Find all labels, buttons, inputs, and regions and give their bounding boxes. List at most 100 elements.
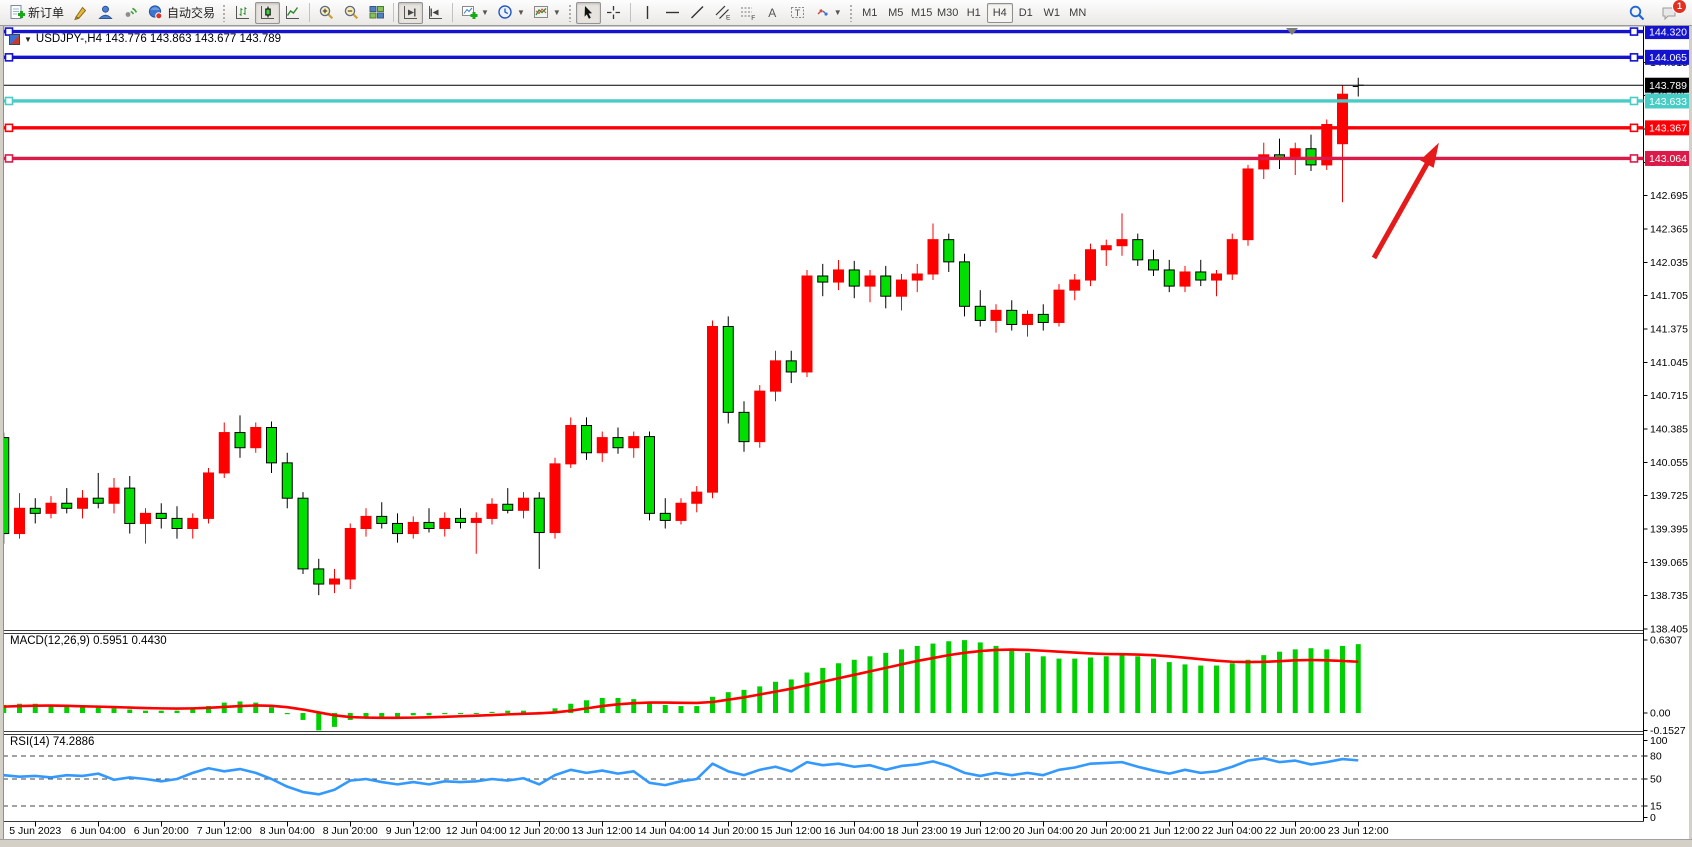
periods-dropdown-caret[interactable]: ▼	[516, 7, 525, 17]
chart-menu-icon[interactable]: ▼	[24, 34, 32, 44]
line-handle[interactable]	[4, 123, 14, 133]
toolbar-grip[interactable]	[848, 3, 854, 22]
candlestick-button[interactable]	[255, 1, 281, 24]
timeframe-button-m30[interactable]: M30	[937, 6, 959, 19]
svg-text:0.6307: 0.6307	[1650, 635, 1682, 647]
line-handle[interactable]	[4, 53, 14, 62]
svg-text:14 Jun 04:00: 14 Jun 04:00	[635, 825, 696, 837]
indicators-dropdown-caret[interactable]: ▼	[481, 7, 489, 17]
line-handle[interactable]	[1629, 27, 1639, 36]
chart-canvas[interactable]: 138.405 138.735 139.065 139.395 139.725 140.0…	[0, 26, 1692, 847]
new-order-icon	[10, 5, 25, 19]
timeframe-button-d1[interactable]: D1	[1018, 6, 1033, 19]
price-axis-label: 143.633	[1645, 93, 1692, 109]
chart-title: USDJPY-,H4 143.776 143.863 143.677 143.7…	[35, 33, 282, 45]
svg-text:144.320: 144.320	[1649, 26, 1687, 38]
zoom-in-button[interactable]	[314, 2, 339, 24]
svg-text:143.789: 143.789	[1649, 80, 1687, 92]
timeframe-button-mn[interactable]: MN	[1069, 6, 1087, 19]
line-handle[interactable]	[4, 96, 14, 106]
tile-windows-button[interactable]	[364, 2, 389, 24]
svg-text:6 Jun 04:00: 6 Jun 04:00	[71, 825, 126, 837]
svg-text:50: 50	[1650, 774, 1662, 786]
horizontal-line-button[interactable]	[660, 2, 685, 24]
timeframe-button-h1[interactable]: H1	[966, 6, 981, 19]
bar-chart-icon	[236, 6, 250, 19]
cursor-button[interactable]	[575, 1, 601, 24]
svg-text:142.695: 142.695	[1650, 190, 1688, 202]
indicators-icon	[462, 6, 478, 19]
toolbar-grip[interactable]	[567, 3, 573, 22]
candlestick-icon	[261, 6, 275, 19]
equidistant-channel-button[interactable]: E	[710, 2, 735, 24]
svg-text:141.375: 141.375	[1650, 324, 1688, 336]
svg-text:T: T	[795, 8, 801, 18]
text-button[interactable]: A	[760, 2, 785, 24]
svg-text:22 Jun 20:00: 22 Jun 20:00	[1265, 825, 1326, 837]
line-handle[interactable]	[1629, 96, 1639, 106]
arrows-button[interactable]: ▼	[810, 2, 846, 24]
line-handle[interactable]	[4, 154, 14, 163]
periods-clock-icon	[498, 5, 512, 19]
line-handle[interactable]	[1629, 154, 1639, 163]
window-left-edge	[0, 26, 4, 847]
hlines-layer[interactable]: 144.320 144.065 143.633 143.367 143.064 143.7…	[3, 26, 1692, 166]
auto-scroll-button[interactable]	[398, 1, 424, 24]
annotation-layer[interactable]	[1286, 28, 1439, 260]
crosshair-button[interactable]	[601, 2, 626, 24]
toolbar-grip[interactable]	[222, 3, 228, 22]
line-handle[interactable]	[1629, 123, 1639, 133]
window-bottom-edge	[0, 839, 1692, 847]
timeframe-button-h4[interactable]: H4	[986, 2, 1013, 23]
text-label-button[interactable]: T	[785, 2, 810, 24]
line-handle[interactable]	[1629, 53, 1639, 62]
templates-button[interactable]: ▼	[529, 2, 565, 24]
signals-button[interactable]	[118, 2, 143, 24]
price-axis-label: 143.064	[1645, 150, 1692, 166]
equidistant-channel-icon: E	[715, 5, 731, 21]
signal-icon	[125, 7, 138, 17]
styler-button[interactable]	[68, 2, 93, 24]
timeframe-button-m15[interactable]: M15	[911, 6, 933, 19]
bar-chart-button[interactable]	[230, 2, 255, 24]
zoom-out-button[interactable]	[339, 2, 364, 24]
indicators-button[interactable]: ▼	[457, 2, 493, 24]
chart-window-icon	[9, 33, 20, 45]
community-button[interactable]	[93, 2, 118, 24]
svg-text:141.045: 141.045	[1650, 357, 1688, 369]
crosshair-icon	[606, 6, 620, 19]
search-button[interactable]	[1624, 2, 1650, 24]
trend-arrow-annotation[interactable]	[1371, 142, 1439, 260]
templates-dropdown-caret[interactable]: ▼	[552, 7, 561, 17]
timeframe-button-m1[interactable]: M1	[862, 6, 878, 19]
svg-text:12 Jun 20:00: 12 Jun 20:00	[509, 825, 570, 837]
chart-shift-marker[interactable]	[1286, 28, 1298, 35]
horizontal-line-143.367[interactable]	[3, 123, 1644, 133]
trendline-button[interactable]	[685, 2, 710, 24]
fibonacci-button[interactable]: F	[735, 2, 760, 24]
arrows-icon	[817, 9, 828, 16]
notification-button[interactable]: 1	[1656, 0, 1687, 24]
community-user-icon	[98, 5, 113, 19]
auto-trading-button[interactable]: 自动交易	[143, 2, 219, 24]
svg-text:138.735: 138.735	[1650, 590, 1688, 602]
horizontal-line-144.065[interactable]	[3, 53, 1644, 62]
tile-windows-icon	[369, 6, 385, 19]
chart-window[interactable]: 138.405 138.735 139.065 139.395 139.725 140.0…	[0, 26, 1692, 847]
timeframe-button-w1[interactable]: W1	[1043, 6, 1060, 19]
line-chart-button[interactable]	[280, 2, 305, 24]
macd-signal-line	[0, 648, 1359, 720]
horizontal-line-143.064[interactable]	[3, 154, 1644, 163]
vertical-line-icon	[646, 6, 648, 19]
notification-count-badge: 1	[1672, 0, 1687, 14]
vertical-line-button[interactable]	[635, 2, 660, 24]
text-icon: A	[768, 6, 776, 20]
arrows-dropdown-caret[interactable]: ▼	[833, 7, 842, 17]
periods-button[interactable]: ▼	[493, 2, 529, 24]
fibonacci-icon: F	[740, 7, 755, 21]
chart-shift-button[interactable]	[423, 2, 448, 24]
new-order-button[interactable]: 新订单	[4, 2, 68, 24]
horizontal-line-143.633[interactable]	[3, 96, 1644, 106]
timeframe-button-m5[interactable]: M5	[888, 6, 904, 19]
svg-text:F: F	[751, 15, 755, 21]
